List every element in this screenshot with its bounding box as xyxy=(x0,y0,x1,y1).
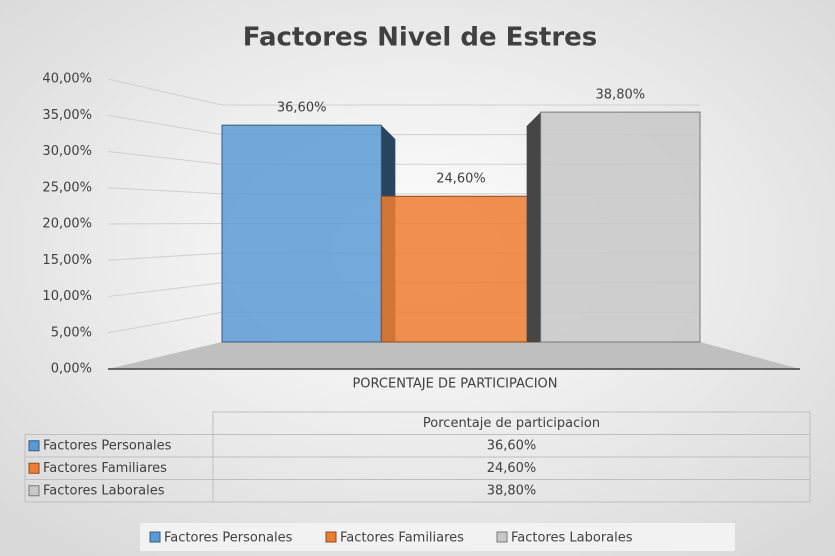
y-tick-label: 10,00% xyxy=(42,289,92,304)
table-cell: 36,60% xyxy=(487,438,537,453)
x-category-label: PORCENTAJE DE PARTICIPACION xyxy=(352,377,557,392)
legend-key xyxy=(149,531,161,543)
table-row xyxy=(24,479,811,503)
y-tick-label: 30,00% xyxy=(42,144,92,159)
table-row-label: Factores Laborales xyxy=(43,483,165,498)
bar-side xyxy=(526,112,541,342)
bar xyxy=(540,111,701,343)
y-tick-label: 40,00% xyxy=(42,72,92,87)
table-legend-key xyxy=(28,440,40,452)
floor xyxy=(108,342,800,369)
table-row-label: Factores Familiares xyxy=(43,461,167,476)
legend-label: Factores Laborales xyxy=(511,531,633,546)
table-header: Porcentaje de participacion xyxy=(423,416,600,431)
bar xyxy=(221,124,382,343)
data-label: 24,60% xyxy=(436,172,486,187)
y-tick-label: 5,00% xyxy=(51,325,92,340)
legend-key xyxy=(496,531,508,543)
y-tick-label: 20,00% xyxy=(42,217,92,232)
y-tick-label: 15,00% xyxy=(42,253,92,268)
table-legend-key xyxy=(28,462,40,474)
legend-label: Factores Personales xyxy=(164,531,293,546)
data-label: 38,80% xyxy=(596,88,646,103)
legend-box xyxy=(140,523,735,551)
bar xyxy=(380,195,542,343)
y-tick-label: 0,00% xyxy=(51,362,92,377)
table-row-label: Factores Personales xyxy=(43,438,172,453)
legend-label: Factores Familiares xyxy=(340,531,464,546)
legend-key xyxy=(325,531,337,543)
table-cell: 38,80% xyxy=(487,483,537,498)
y-tick-label: 35,00% xyxy=(42,108,92,123)
y-tick-label: 25,00% xyxy=(42,180,92,195)
chart-title: Factores Nivel de Estres xyxy=(243,23,598,53)
data-label: 36,60% xyxy=(277,101,327,116)
table-legend-key xyxy=(28,485,40,497)
table-cell: 24,60% xyxy=(487,461,537,476)
grid-line xyxy=(107,78,700,106)
